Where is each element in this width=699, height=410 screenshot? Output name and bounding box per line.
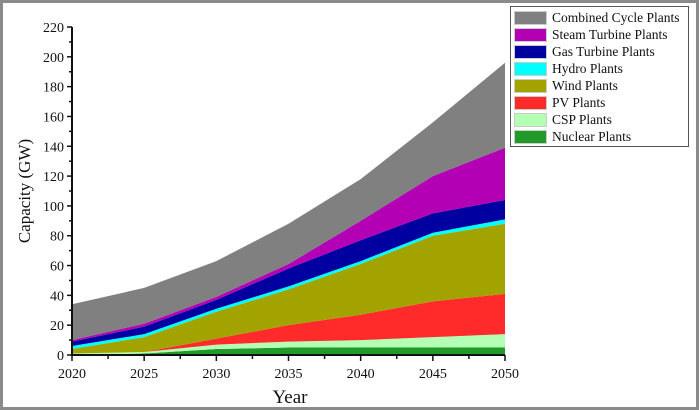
x-tick-label: 2040 bbox=[347, 367, 375, 382]
legend-label: Steam Turbine Plants bbox=[552, 26, 668, 42]
legend-item: CSP Plants bbox=[514, 111, 685, 128]
area-steam-turbine-plants bbox=[72, 147, 505, 342]
y-tick-label: 20 bbox=[50, 319, 64, 334]
y-tick-label: 60 bbox=[50, 260, 64, 275]
y-tick-label: 100 bbox=[43, 200, 64, 215]
y-tick-label: 160 bbox=[43, 110, 64, 125]
x-tick-label: 2020 bbox=[58, 367, 86, 382]
legend-item: Nuclear Plants bbox=[514, 128, 685, 145]
area-combined-cycle-plants bbox=[72, 62, 505, 341]
legend-label: Hydro Plants bbox=[552, 60, 623, 76]
area-pv-plants bbox=[72, 293, 505, 354]
y-tick-label: 80 bbox=[50, 230, 64, 245]
legend-label: Nuclear Plants bbox=[552, 128, 632, 144]
y-tick-label: 40 bbox=[50, 289, 64, 304]
y-tick-label: 200 bbox=[43, 51, 64, 66]
legend-item: PV Plants bbox=[514, 94, 685, 111]
legend-swatch bbox=[514, 78, 547, 93]
legend-label: Gas Turbine Plants bbox=[552, 43, 655, 59]
y-tick-label: 220 bbox=[43, 21, 64, 36]
area-csp-plants bbox=[72, 334, 505, 355]
area-wind-plants bbox=[72, 223, 505, 354]
x-tick-label: 2030 bbox=[202, 367, 230, 382]
y-axis-label: Capacity (GW) bbox=[15, 139, 34, 243]
y-tick-label: 140 bbox=[43, 140, 64, 155]
legend-item: Combined Cycle Plants bbox=[514, 9, 685, 26]
legend: Combined Cycle Plants Steam Turbine Plant… bbox=[510, 6, 689, 147]
legend-label: Wind Plants bbox=[552, 77, 618, 93]
x-axis-label: Year bbox=[272, 387, 308, 408]
x-tick-label: 2045 bbox=[419, 367, 447, 382]
legend-swatch bbox=[514, 27, 547, 42]
x-tick-label: 2035 bbox=[275, 367, 303, 382]
legend-item: Hydro Plants bbox=[514, 60, 685, 77]
y-tick-label: 120 bbox=[43, 170, 64, 185]
legend-item: Wind Plants bbox=[514, 77, 685, 94]
legend-label: CSP Plants bbox=[552, 111, 612, 127]
x-tick-label: 2025 bbox=[130, 367, 158, 382]
legend-label: PV Plants bbox=[552, 94, 606, 110]
legend-label: Combined Cycle Plants bbox=[552, 9, 680, 25]
legend-swatch bbox=[514, 112, 547, 127]
legend-swatch bbox=[514, 44, 547, 59]
legend-item: Steam Turbine Plants bbox=[514, 26, 685, 43]
legend-item: Gas Turbine Plants bbox=[514, 43, 685, 60]
area-nuclear-plants bbox=[72, 347, 505, 355]
legend-swatch bbox=[514, 10, 547, 25]
legend-swatch bbox=[514, 61, 547, 76]
y-tick-label: 180 bbox=[43, 81, 64, 96]
legend-swatch bbox=[514, 129, 547, 144]
area-gas-turbine-plants bbox=[72, 199, 505, 347]
legend-swatch bbox=[514, 95, 547, 110]
y-tick-label: 0 bbox=[57, 349, 64, 364]
x-tick-label: 2050 bbox=[491, 367, 519, 382]
